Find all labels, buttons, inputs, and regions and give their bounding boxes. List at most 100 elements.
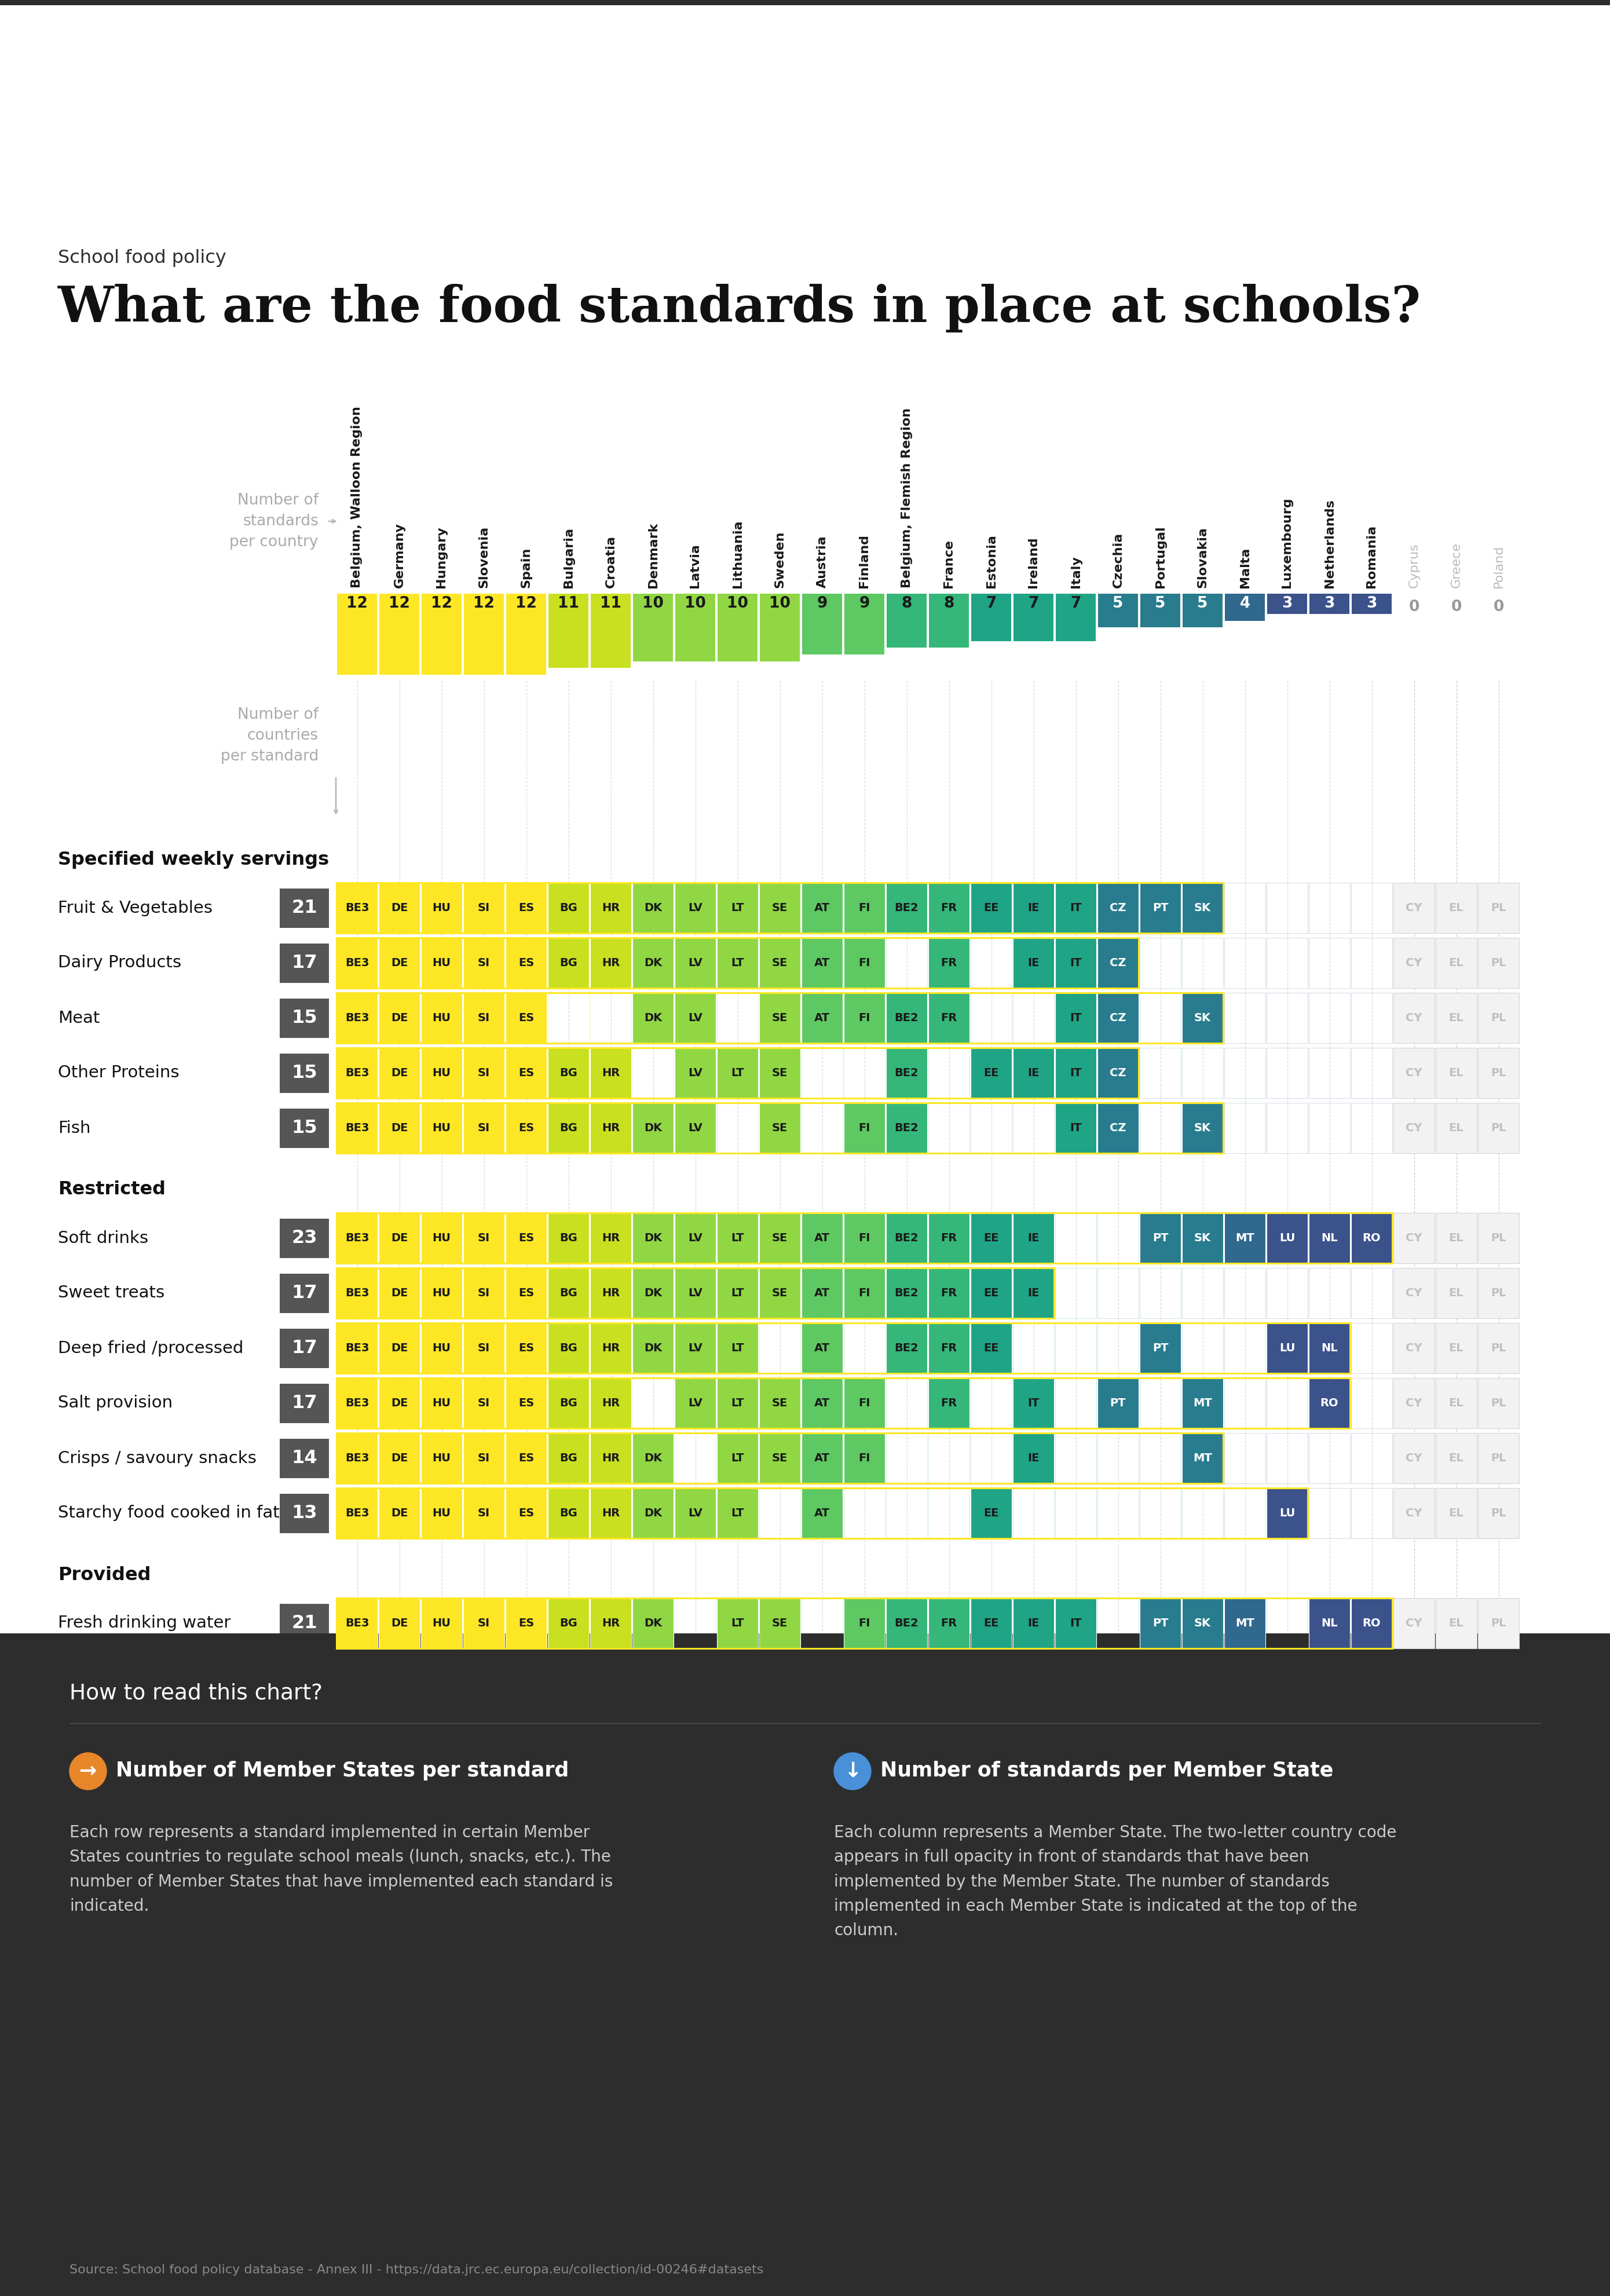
Bar bbox=[929, 992, 969, 1042]
Text: NL: NL bbox=[1322, 1619, 1338, 1628]
Bar bbox=[1436, 1267, 1476, 1318]
Text: 7: 7 bbox=[1029, 597, 1038, 611]
Bar bbox=[1478, 1488, 1520, 1538]
Bar bbox=[336, 1378, 1349, 1428]
Bar bbox=[1224, 1433, 1265, 1483]
Text: BE3: BE3 bbox=[345, 1343, 369, 1355]
Text: ES: ES bbox=[518, 957, 535, 969]
Text: HU: HU bbox=[433, 1508, 451, 1518]
Bar bbox=[1309, 1322, 1349, 1373]
Text: SE: SE bbox=[771, 1123, 787, 1134]
Bar bbox=[844, 1378, 885, 1428]
Bar bbox=[547, 1378, 589, 1428]
Text: IE: IE bbox=[1027, 902, 1040, 914]
Bar bbox=[464, 1047, 504, 1097]
Bar bbox=[1140, 1488, 1180, 1538]
Bar bbox=[971, 1267, 1011, 1318]
Text: SI: SI bbox=[478, 1068, 489, 1079]
Text: Meat: Meat bbox=[58, 1010, 100, 1026]
Bar bbox=[675, 595, 715, 661]
Bar bbox=[380, 595, 419, 675]
Text: Number of
standards
per country: Number of standards per country bbox=[230, 494, 319, 549]
Bar bbox=[1309, 1102, 1349, 1153]
Bar bbox=[1225, 595, 1265, 620]
Bar bbox=[1309, 937, 1349, 987]
Text: DE: DE bbox=[391, 1068, 407, 1079]
Bar bbox=[1478, 1322, 1520, 1373]
Bar bbox=[971, 595, 1011, 641]
Bar bbox=[929, 1102, 969, 1153]
Bar bbox=[1351, 992, 1393, 1042]
Bar bbox=[1393, 1488, 1435, 1538]
Text: Dairy Products: Dairy Products bbox=[58, 955, 182, 971]
Bar bbox=[547, 992, 589, 1042]
Text: DK: DK bbox=[644, 1288, 662, 1300]
Text: AT: AT bbox=[815, 957, 829, 969]
Text: 12: 12 bbox=[431, 597, 452, 611]
Bar bbox=[1055, 1322, 1096, 1373]
Bar bbox=[1478, 992, 1520, 1042]
Bar bbox=[1224, 1488, 1265, 1538]
Text: PT: PT bbox=[1109, 1398, 1125, 1410]
Bar bbox=[336, 882, 378, 932]
Bar bbox=[506, 882, 547, 932]
Text: FR: FR bbox=[940, 1343, 956, 1355]
Bar bbox=[716, 1212, 758, 1263]
Bar bbox=[1351, 1598, 1393, 1649]
Bar bbox=[336, 992, 378, 1042]
Text: IT: IT bbox=[1069, 902, 1082, 914]
Text: Luxembourg: Luxembourg bbox=[1282, 498, 1293, 588]
Text: BG: BG bbox=[560, 1508, 578, 1518]
Text: IE: IE bbox=[1027, 1453, 1040, 1463]
Bar bbox=[802, 1322, 842, 1373]
Bar bbox=[378, 1102, 420, 1153]
Bar bbox=[1351, 1212, 1393, 1263]
Text: EL: EL bbox=[1449, 1288, 1463, 1300]
Bar bbox=[1055, 1212, 1096, 1263]
Bar bbox=[1267, 1047, 1307, 1097]
Bar bbox=[802, 1102, 842, 1153]
Text: LT: LT bbox=[731, 902, 744, 914]
Bar bbox=[336, 1047, 378, 1097]
Text: SE: SE bbox=[771, 1453, 787, 1463]
Text: ES: ES bbox=[518, 1233, 535, 1244]
Text: RO: RO bbox=[1362, 1619, 1381, 1628]
Text: IT: IT bbox=[1069, 1619, 1082, 1628]
Text: Source: School food policy database - Annex III - https://data.jrc.ec.europa.eu/: Source: School food policy database - An… bbox=[69, 2264, 763, 2275]
Bar bbox=[1013, 992, 1055, 1042]
Text: SK: SK bbox=[1195, 1619, 1211, 1628]
Text: 17: 17 bbox=[291, 1394, 317, 1412]
Bar bbox=[1098, 937, 1138, 987]
Text: Starchy food cooked in fat: Starchy food cooked in fat bbox=[58, 1506, 280, 1522]
Bar bbox=[1182, 1102, 1224, 1153]
Bar bbox=[844, 1267, 885, 1318]
Bar bbox=[336, 937, 378, 987]
Text: SE: SE bbox=[771, 1619, 787, 1628]
Text: 3: 3 bbox=[1323, 597, 1335, 611]
Text: 10: 10 bbox=[684, 597, 705, 611]
Bar bbox=[633, 1047, 673, 1097]
Bar bbox=[280, 1384, 328, 1424]
Bar bbox=[280, 1054, 328, 1093]
Bar bbox=[378, 1598, 420, 1649]
Bar bbox=[464, 992, 504, 1042]
Text: 0: 0 bbox=[1492, 599, 1504, 615]
Text: BG: BG bbox=[560, 1233, 578, 1244]
Bar bbox=[1098, 1488, 1138, 1538]
Bar bbox=[929, 1488, 969, 1538]
Bar bbox=[675, 882, 716, 932]
Bar bbox=[1098, 1598, 1138, 1649]
Text: CY: CY bbox=[1406, 1508, 1422, 1518]
Text: DK: DK bbox=[644, 1619, 662, 1628]
Text: Netherlands: Netherlands bbox=[1323, 498, 1335, 588]
Bar bbox=[633, 1433, 673, 1483]
Bar bbox=[675, 937, 716, 987]
Text: EE: EE bbox=[984, 1288, 998, 1300]
Text: SI: SI bbox=[478, 957, 489, 969]
Bar bbox=[1478, 1378, 1520, 1428]
Bar bbox=[1267, 1267, 1307, 1318]
Text: FI: FI bbox=[858, 1123, 871, 1134]
Text: HU: HU bbox=[433, 957, 451, 969]
Text: 15: 15 bbox=[291, 1008, 317, 1026]
Text: Crisps / savoury snacks: Crisps / savoury snacks bbox=[58, 1451, 256, 1467]
